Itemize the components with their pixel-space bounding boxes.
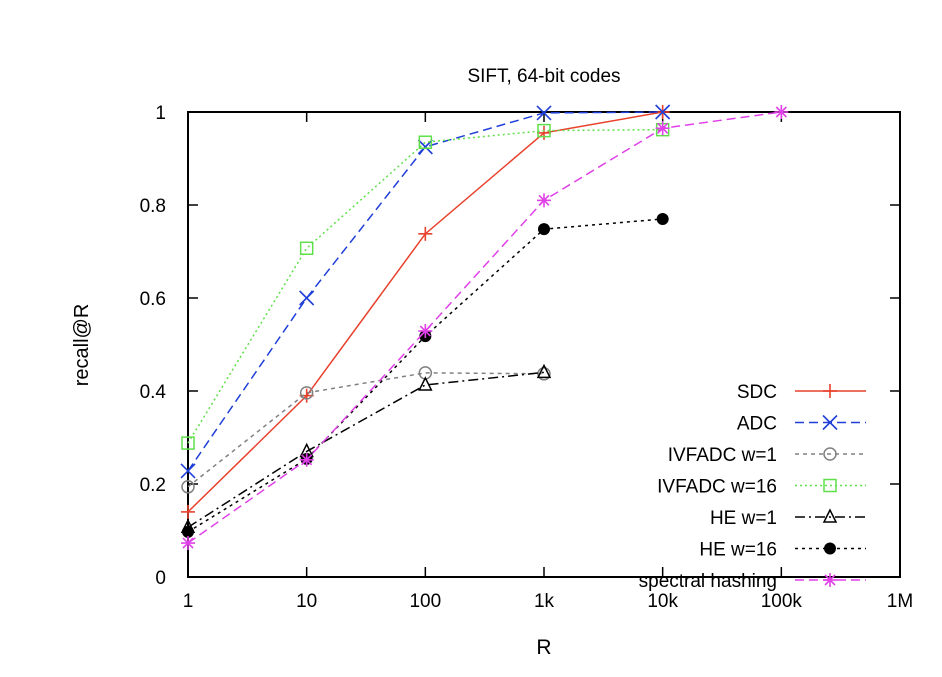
data-point xyxy=(181,504,195,519)
data-point xyxy=(656,212,669,225)
data-point xyxy=(180,463,196,479)
x-tick-label: 100k xyxy=(761,591,803,612)
x-tick-label: 1M xyxy=(887,591,913,612)
marker-stroke xyxy=(657,122,669,134)
data-point xyxy=(299,452,314,467)
x-axis-label: R xyxy=(536,636,551,659)
marker-shape xyxy=(181,436,195,450)
data-point xyxy=(182,525,194,538)
data-point xyxy=(181,436,195,450)
marker-stroke xyxy=(180,463,196,479)
series-line-3 xyxy=(187,128,663,444)
data-point xyxy=(655,121,670,136)
data-point xyxy=(536,105,552,121)
data-point xyxy=(536,363,552,379)
legend-marker xyxy=(824,542,836,555)
legend-marker xyxy=(823,573,837,587)
series-line-4 xyxy=(187,371,545,528)
legend-label: IVFADC w=1 xyxy=(668,445,777,466)
marker-stroke xyxy=(538,194,550,206)
legend-marker xyxy=(823,478,837,493)
series-line-6 xyxy=(187,111,782,544)
data-point xyxy=(774,105,789,119)
y-axis-label: recall@R xyxy=(71,304,93,387)
marker-stroke xyxy=(182,537,194,549)
marker-shape xyxy=(182,525,194,538)
data-point xyxy=(537,125,551,140)
series-line-1 xyxy=(187,111,663,472)
series-line-2 xyxy=(187,372,545,488)
marker-stroke xyxy=(536,105,552,121)
data-point xyxy=(299,241,314,255)
legend-label: spectral hashing xyxy=(639,571,777,592)
data-point xyxy=(418,226,433,241)
marker-shape xyxy=(418,135,433,149)
series-line-5 xyxy=(187,218,663,533)
marker-shape xyxy=(299,241,314,255)
legend-marker xyxy=(822,414,838,431)
legend-marker xyxy=(823,447,837,461)
legend-label: SDC xyxy=(737,382,777,403)
marker-shape xyxy=(537,367,551,381)
legend-label: ADC xyxy=(737,414,777,435)
legend-marker xyxy=(822,508,838,523)
y-tick-label: 0.2 xyxy=(140,475,166,496)
chart-title: SIFT, 64-bit codes xyxy=(467,66,620,87)
marker-shape xyxy=(537,123,551,138)
marker-shape xyxy=(822,508,838,523)
data-point xyxy=(418,135,433,149)
marker-shape xyxy=(656,212,669,225)
data-point xyxy=(537,123,551,138)
x-tick-label: 100 xyxy=(409,591,441,612)
marker-shape xyxy=(824,542,836,555)
data-point xyxy=(537,367,551,381)
marker-stroke xyxy=(301,454,313,466)
data-point xyxy=(537,193,551,208)
marker-shape xyxy=(538,223,550,236)
y-tick-label: 0.4 xyxy=(140,382,167,403)
y-tick-label: 0.6 xyxy=(140,289,166,310)
data-point xyxy=(299,290,315,306)
marker-shape xyxy=(418,376,433,391)
x-tick-label: 10k xyxy=(647,591,678,612)
data-point xyxy=(538,223,550,236)
marker-stroke xyxy=(299,290,315,306)
marker-shape xyxy=(181,480,195,494)
marker-shape xyxy=(536,363,552,379)
plot-frame xyxy=(187,111,901,578)
y-tick-label: 0 xyxy=(155,568,166,589)
marker-shape xyxy=(299,386,314,400)
data-point xyxy=(418,376,433,391)
x-tick-label: 1 xyxy=(183,591,194,612)
marker-stroke xyxy=(419,325,431,337)
data-point xyxy=(181,480,195,494)
data-point xyxy=(299,386,314,400)
legend-marker xyxy=(823,384,837,398)
data-point xyxy=(181,536,195,551)
marker-stroke xyxy=(824,574,836,586)
data-point xyxy=(655,104,671,120)
x-tick-label: 1k xyxy=(534,591,555,612)
marker-stroke xyxy=(822,414,838,431)
marker-shape xyxy=(823,447,837,461)
marker-shape xyxy=(823,478,837,493)
data-point xyxy=(418,324,433,339)
marker-stroke xyxy=(655,104,671,120)
y-tick-label: 0.8 xyxy=(140,196,166,217)
legend-label: HE w=1 xyxy=(710,508,777,529)
legend-label: IVFADC w=16 xyxy=(657,477,777,498)
marker-stroke xyxy=(775,106,787,118)
x-tick-label: 10 xyxy=(296,591,317,612)
y-tick-label: 1 xyxy=(155,103,166,124)
legend-label: HE w=16 xyxy=(699,540,777,561)
